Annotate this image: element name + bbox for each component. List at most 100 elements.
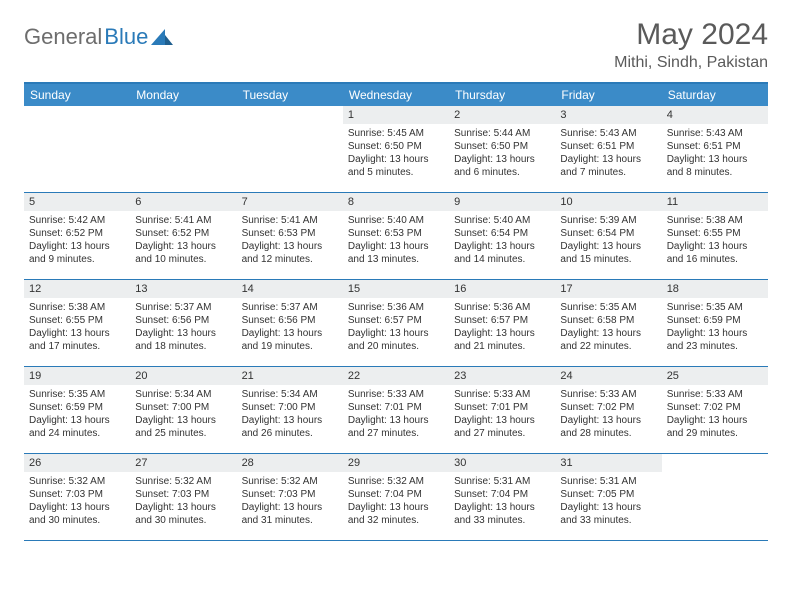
sunset-text: Sunset: 7:04 PM xyxy=(454,488,550,501)
day-details: Sunrise: 5:36 AMSunset: 6:57 PMDaylight:… xyxy=(343,298,449,358)
sunrise-text: Sunrise: 5:43 AM xyxy=(667,127,763,140)
daylight-text: Daylight: 13 hours and 28 minutes. xyxy=(560,414,656,440)
day-number: 30 xyxy=(449,454,555,472)
sunset-text: Sunset: 7:03 PM xyxy=(242,488,338,501)
sunrise-text: Sunrise: 5:40 AM xyxy=(348,214,444,227)
sunset-text: Sunset: 6:50 PM xyxy=(348,140,444,153)
sunset-text: Sunset: 6:58 PM xyxy=(560,314,656,327)
daylight-text: Daylight: 13 hours and 5 minutes. xyxy=(348,153,444,179)
daylight-text: Daylight: 13 hours and 10 minutes. xyxy=(135,240,231,266)
day-details: Sunrise: 5:41 AMSunset: 6:53 PMDaylight:… xyxy=(237,211,343,271)
sunset-text: Sunset: 7:02 PM xyxy=(667,401,763,414)
day-cell: 16Sunrise: 5:36 AMSunset: 6:57 PMDayligh… xyxy=(449,280,555,366)
day-cell: 29Sunrise: 5:32 AMSunset: 7:04 PMDayligh… xyxy=(343,454,449,540)
day-details: Sunrise: 5:40 AMSunset: 6:53 PMDaylight:… xyxy=(343,211,449,271)
day-details: Sunrise: 5:35 AMSunset: 6:59 PMDaylight:… xyxy=(24,385,130,445)
daylight-text: Daylight: 13 hours and 15 minutes. xyxy=(560,240,656,266)
sunrise-text: Sunrise: 5:45 AM xyxy=(348,127,444,140)
daylight-text: Daylight: 13 hours and 19 minutes. xyxy=(242,327,338,353)
day-number: 9 xyxy=(449,193,555,211)
day-details: Sunrise: 5:33 AMSunset: 7:02 PMDaylight:… xyxy=(662,385,768,445)
daylight-text: Daylight: 13 hours and 23 minutes. xyxy=(667,327,763,353)
weekday-header: Monday xyxy=(130,84,236,106)
day-cell xyxy=(130,106,236,192)
day-details: Sunrise: 5:45 AMSunset: 6:50 PMDaylight:… xyxy=(343,124,449,184)
sunset-text: Sunset: 6:51 PM xyxy=(667,140,763,153)
sunrise-text: Sunrise: 5:36 AM xyxy=(454,301,550,314)
day-cell: 19Sunrise: 5:35 AMSunset: 6:59 PMDayligh… xyxy=(24,367,130,453)
sunset-text: Sunset: 6:55 PM xyxy=(667,227,763,240)
daylight-text: Daylight: 13 hours and 33 minutes. xyxy=(454,501,550,527)
sunset-text: Sunset: 6:57 PM xyxy=(454,314,550,327)
sunrise-text: Sunrise: 5:31 AM xyxy=(454,475,550,488)
calendar-page: GeneralBlue May 2024 Mithi, Sindh, Pakis… xyxy=(0,0,792,541)
weekday-header: Thursday xyxy=(449,84,555,106)
sunset-text: Sunset: 6:50 PM xyxy=(454,140,550,153)
daylight-text: Daylight: 13 hours and 27 minutes. xyxy=(454,414,550,440)
day-cell: 17Sunrise: 5:35 AMSunset: 6:58 PMDayligh… xyxy=(555,280,661,366)
day-cell: 1Sunrise: 5:45 AMSunset: 6:50 PMDaylight… xyxy=(343,106,449,192)
month-title: May 2024 xyxy=(614,18,768,52)
daylight-text: Daylight: 13 hours and 17 minutes. xyxy=(29,327,125,353)
daylight-text: Daylight: 13 hours and 30 minutes. xyxy=(29,501,125,527)
sunrise-text: Sunrise: 5:34 AM xyxy=(135,388,231,401)
daylight-text: Daylight: 13 hours and 16 minutes. xyxy=(667,240,763,266)
sunset-text: Sunset: 6:51 PM xyxy=(560,140,656,153)
day-cell: 21Sunrise: 5:34 AMSunset: 7:00 PMDayligh… xyxy=(237,367,343,453)
sunrise-text: Sunrise: 5:32 AM xyxy=(348,475,444,488)
day-number: 21 xyxy=(237,367,343,385)
sunrise-text: Sunrise: 5:43 AM xyxy=(560,127,656,140)
day-cell: 27Sunrise: 5:32 AMSunset: 7:03 PMDayligh… xyxy=(130,454,236,540)
day-cell: 26Sunrise: 5:32 AMSunset: 7:03 PMDayligh… xyxy=(24,454,130,540)
day-cell: 4Sunrise: 5:43 AMSunset: 6:51 PMDaylight… xyxy=(662,106,768,192)
day-number: 28 xyxy=(237,454,343,472)
day-details: Sunrise: 5:33 AMSunset: 7:02 PMDaylight:… xyxy=(555,385,661,445)
day-number: 17 xyxy=(555,280,661,298)
week-row: 26Sunrise: 5:32 AMSunset: 7:03 PMDayligh… xyxy=(24,454,768,541)
sunset-text: Sunset: 7:04 PM xyxy=(348,488,444,501)
weekday-header: Wednesday xyxy=(343,84,449,106)
day-cell: 8Sunrise: 5:40 AMSunset: 6:53 PMDaylight… xyxy=(343,193,449,279)
daylight-text: Daylight: 13 hours and 24 minutes. xyxy=(29,414,125,440)
sunset-text: Sunset: 6:54 PM xyxy=(560,227,656,240)
sunset-text: Sunset: 7:01 PM xyxy=(348,401,444,414)
sunrise-text: Sunrise: 5:44 AM xyxy=(454,127,550,140)
sunrise-text: Sunrise: 5:34 AM xyxy=(242,388,338,401)
day-details: Sunrise: 5:38 AMSunset: 6:55 PMDaylight:… xyxy=(24,298,130,358)
day-cell xyxy=(24,106,130,192)
day-cell: 13Sunrise: 5:37 AMSunset: 6:56 PMDayligh… xyxy=(130,280,236,366)
day-number: 31 xyxy=(555,454,661,472)
week-row: 12Sunrise: 5:38 AMSunset: 6:55 PMDayligh… xyxy=(24,280,768,367)
day-number: 5 xyxy=(24,193,130,211)
sunset-text: Sunset: 6:53 PM xyxy=(242,227,338,240)
week-row: 5Sunrise: 5:42 AMSunset: 6:52 PMDaylight… xyxy=(24,193,768,280)
sunrise-text: Sunrise: 5:40 AM xyxy=(454,214,550,227)
day-number: 14 xyxy=(237,280,343,298)
day-cell: 23Sunrise: 5:33 AMSunset: 7:01 PMDayligh… xyxy=(449,367,555,453)
sunrise-text: Sunrise: 5:37 AM xyxy=(242,301,338,314)
day-cell: 6Sunrise: 5:41 AMSunset: 6:52 PMDaylight… xyxy=(130,193,236,279)
day-number: 7 xyxy=(237,193,343,211)
day-number: 16 xyxy=(449,280,555,298)
brand-text-1: General xyxy=(24,24,102,50)
day-number: 12 xyxy=(24,280,130,298)
daylight-text: Daylight: 13 hours and 31 minutes. xyxy=(242,501,338,527)
sunrise-text: Sunrise: 5:38 AM xyxy=(667,214,763,227)
sunset-text: Sunset: 6:54 PM xyxy=(454,227,550,240)
day-number: 11 xyxy=(662,193,768,211)
day-details: Sunrise: 5:39 AMSunset: 6:54 PMDaylight:… xyxy=(555,211,661,271)
day-number: 10 xyxy=(555,193,661,211)
title-block: May 2024 Mithi, Sindh, Pakistan xyxy=(614,18,768,72)
sunrise-text: Sunrise: 5:32 AM xyxy=(29,475,125,488)
sunset-text: Sunset: 6:55 PM xyxy=(29,314,125,327)
weekday-header-row: Sunday Monday Tuesday Wednesday Thursday… xyxy=(24,84,768,106)
day-number: 26 xyxy=(24,454,130,472)
day-details: Sunrise: 5:33 AMSunset: 7:01 PMDaylight:… xyxy=(449,385,555,445)
sunrise-text: Sunrise: 5:33 AM xyxy=(667,388,763,401)
sunset-text: Sunset: 7:00 PM xyxy=(242,401,338,414)
daylight-text: Daylight: 13 hours and 32 minutes. xyxy=(348,501,444,527)
location-label: Mithi, Sindh, Pakistan xyxy=(614,54,768,72)
day-cell: 30 Sunrise: 5:31 AMSunset: 7:04 PMDayligh… xyxy=(449,454,555,540)
page-header: GeneralBlue May 2024 Mithi, Sindh, Pakis… xyxy=(24,18,768,72)
day-cell: 18Sunrise: 5:35 AMSunset: 6:59 PMDayligh… xyxy=(662,280,768,366)
